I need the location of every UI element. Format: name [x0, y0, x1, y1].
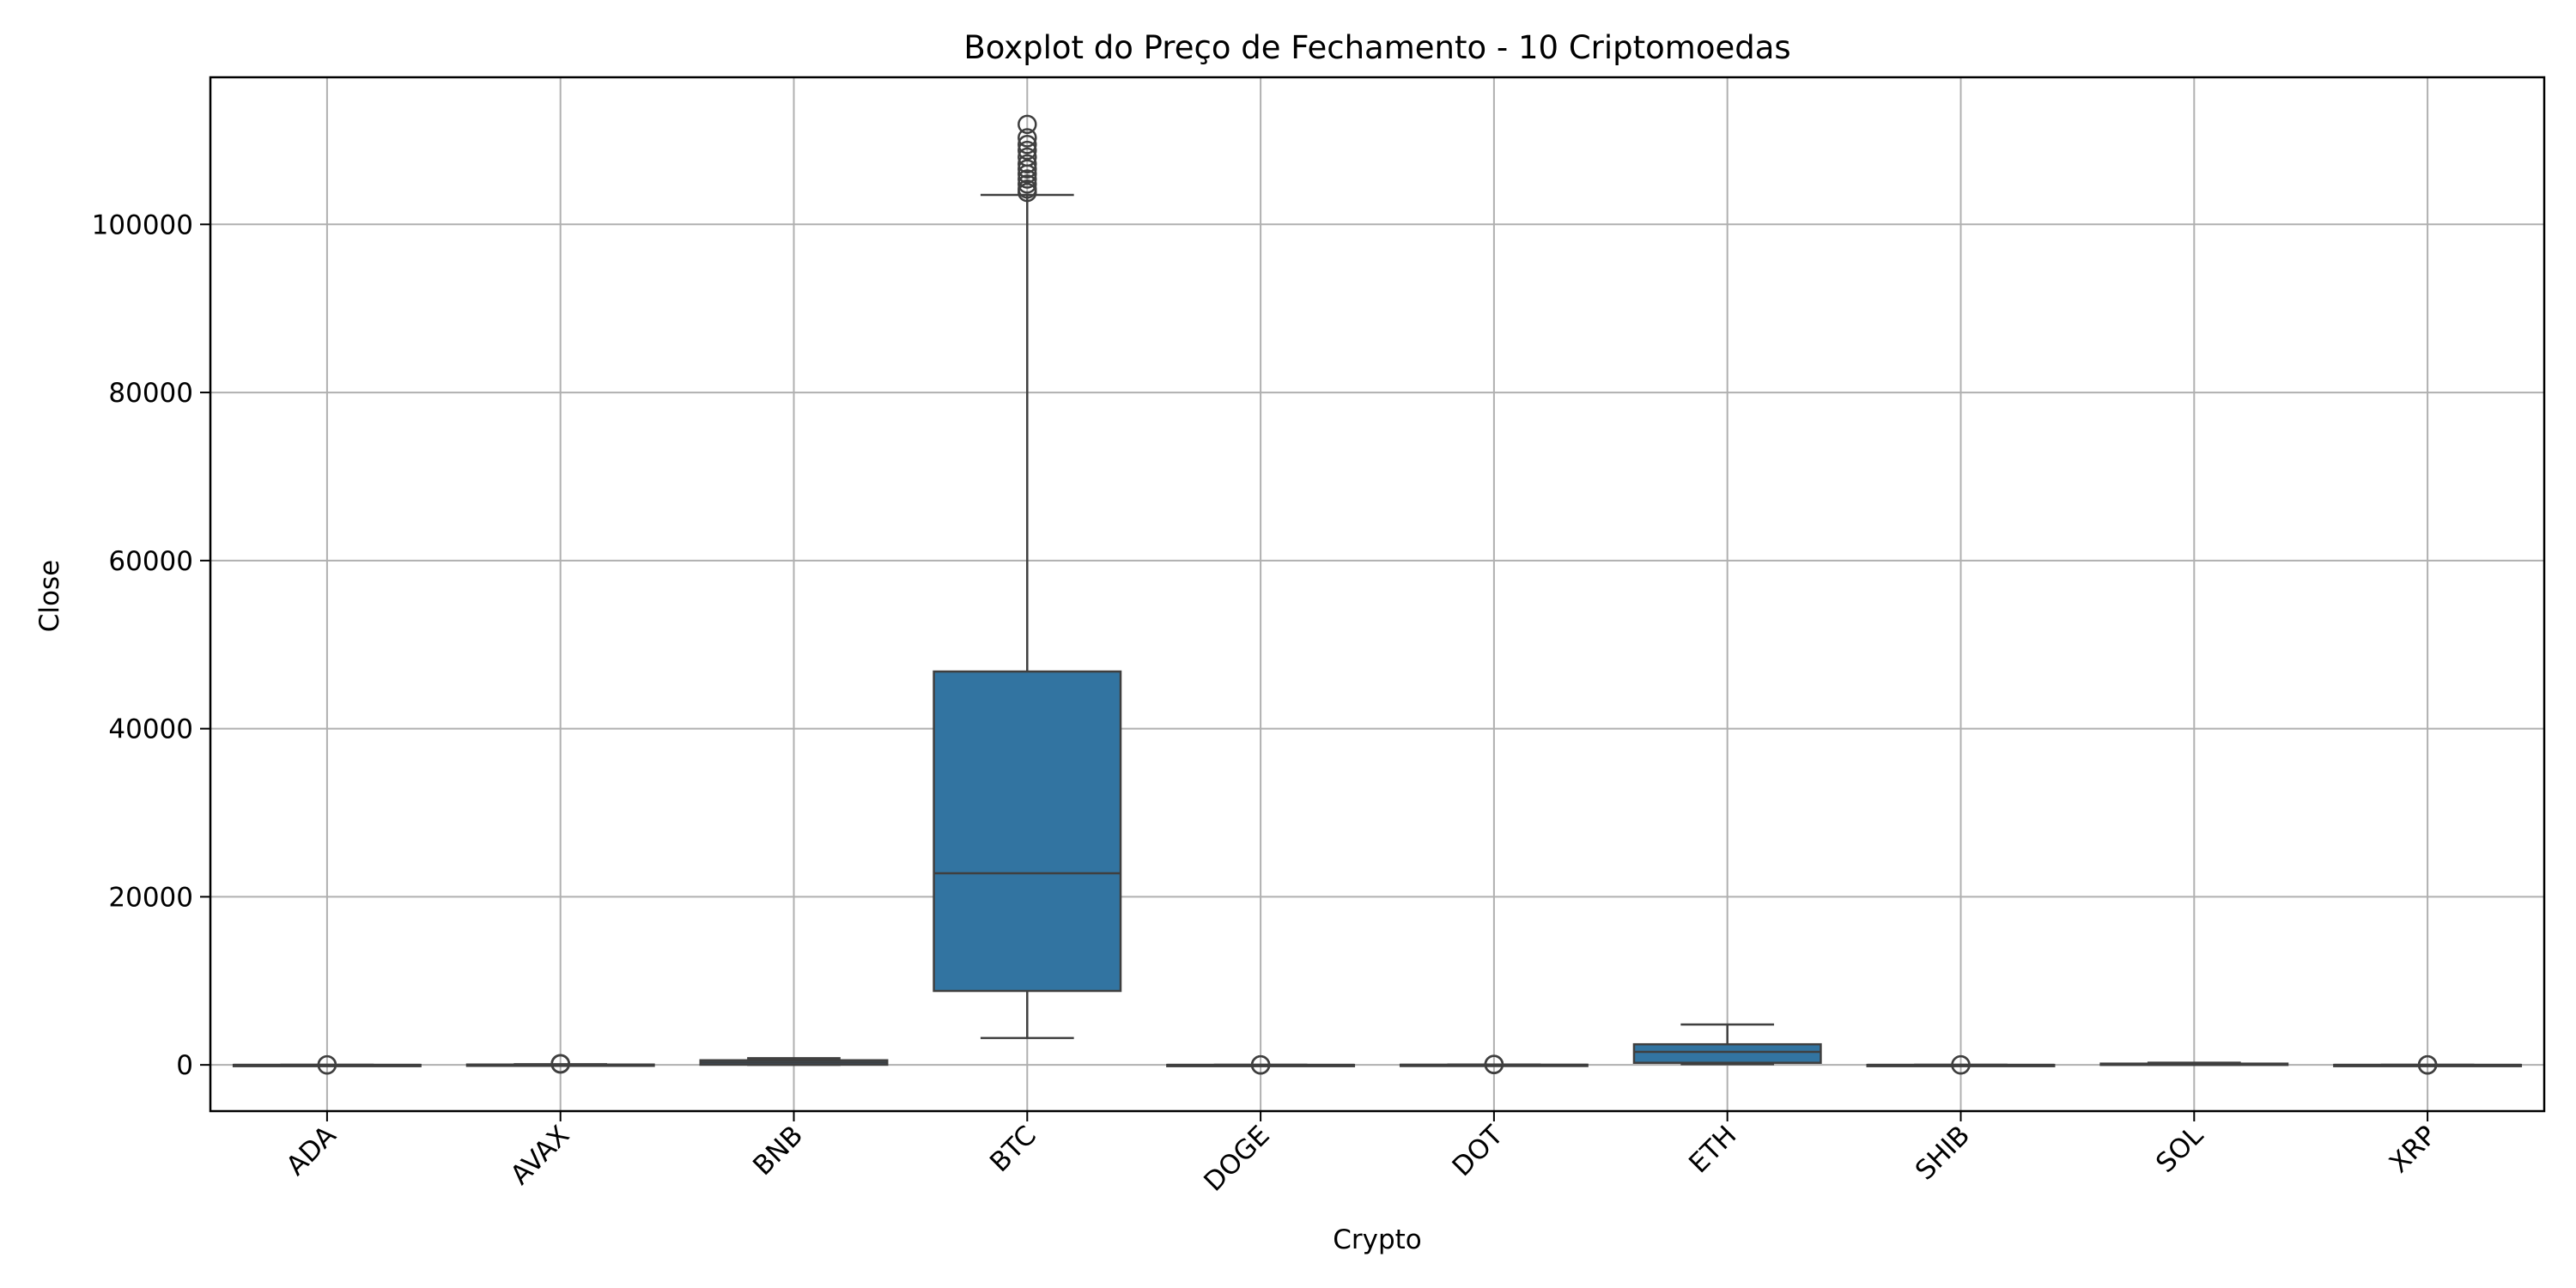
plot-frame [209, 76, 2546, 1113]
box-doge [1166, 1054, 1356, 1075]
x-axis-ticks: ADA AVAX BNB BTC DOGE DOT ETH SHIB SOL XRP [281, 1111, 2443, 1198]
y-axis-ticks: 0 20000 40000 60000 80000 100000 [92, 210, 210, 1081]
outlier-point [1018, 179, 1037, 199]
box-ada [232, 1054, 422, 1075]
outlier-point [1018, 140, 1037, 161]
x-tick-label: XRP [2384, 1120, 2443, 1179]
y-tick-label: 40000 [108, 714, 193, 745]
y-tick-label: 20000 [108, 882, 193, 913]
box-btc [933, 114, 1122, 1040]
x-tick-label: ETH [1683, 1120, 1742, 1179]
outlier-point [1018, 154, 1037, 174]
y-tick-label: 80000 [108, 378, 193, 409]
outlier-point [550, 1054, 570, 1073]
grid [210, 77, 2544, 1111]
outlier-point [2417, 1054, 2438, 1075]
y-tick-label: 60000 [108, 546, 193, 577]
box-eth [1632, 1023, 1822, 1066]
boxes [232, 114, 2523, 1075]
outlier-point [1250, 1054, 1271, 1075]
outlier-point [1018, 169, 1037, 189]
box-body [1632, 1042, 1822, 1064]
box-xrp [2333, 1054, 2523, 1075]
box-dot [1399, 1054, 1589, 1074]
box-body [933, 670, 1122, 993]
outlier-point [1018, 114, 1037, 135]
outlier-point [1018, 174, 1037, 194]
x-tick-label: DOT [1447, 1119, 1510, 1182]
outlier-point [317, 1054, 337, 1075]
box-sol [2099, 1061, 2289, 1066]
box-shib [1866, 1054, 2056, 1075]
x-tick-label: BNB [747, 1120, 809, 1182]
outlier-point [1018, 159, 1037, 179]
x-tick-label: ADA [281, 1120, 343, 1182]
outlier-point [1018, 147, 1037, 167]
chart-title: Boxplot do Preço de Fechamento - 10 Crip… [963, 29, 1790, 66]
x-axis-label: Crypto [1333, 1224, 1422, 1255]
x-tick-label: SOL [2150, 1120, 2209, 1179]
y-axis-label: Close [34, 560, 65, 632]
box-avax [465, 1054, 655, 1074]
outlier-point [1018, 135, 1037, 155]
y-tick-label: 0 [176, 1050, 193, 1081]
y-tick-label: 100000 [92, 210, 193, 240]
outlier-point [1484, 1054, 1504, 1074]
x-tick-label: DOGE [1198, 1120, 1275, 1197]
outlier-point [1951, 1054, 1971, 1075]
x-tick-label: SHIB [1910, 1120, 1976, 1186]
outlier-point [1018, 128, 1037, 148]
x-tick-label: BTC [984, 1120, 1042, 1178]
x-tick-label: AVAX [505, 1120, 576, 1191]
box-bnb [699, 1057, 889, 1066]
